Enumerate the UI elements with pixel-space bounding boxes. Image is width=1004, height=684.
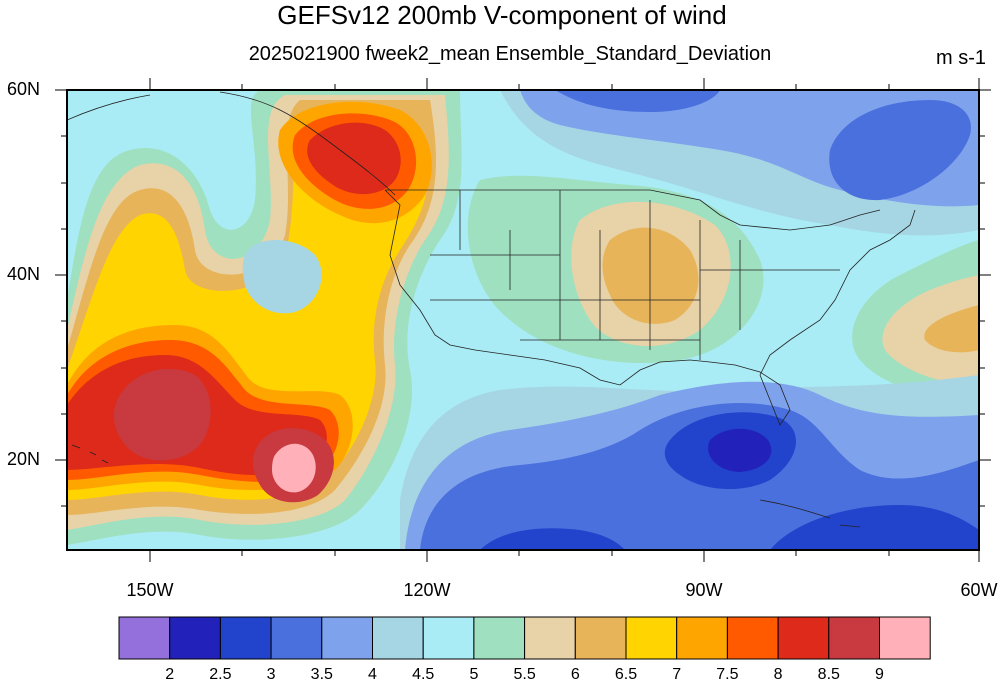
map-subtitle: 2025021900 fweek2_mean Ensemble_Standard… [248, 43, 772, 65]
colorbar-label: 5 [469, 666, 479, 683]
lon-label-90w: 90W [685, 580, 723, 600]
colorbar-label: 7 [672, 666, 682, 683]
colorbar-box [422, 616, 475, 660]
contour-atlantic-65 [924, 305, 979, 353]
colorbar-box [676, 616, 728, 660]
colorbar-label: 8.5 [817, 666, 840, 683]
map-frame [66, 89, 980, 551]
contour-pacific-interior-45 [242, 240, 322, 314]
map-title: GEFSv12 200mb V-component of wind [277, 0, 727, 30]
colorbar-label: 4.5 [412, 666, 435, 683]
colorbar-box [270, 616, 323, 660]
colorbar-box [828, 616, 880, 660]
contour-pacific-9 [113, 368, 211, 461]
colorbar [118, 616, 931, 660]
colorbar-label: 3 [266, 666, 276, 683]
lon-label-150w: 150W [126, 580, 174, 600]
colorbar-box [879, 616, 931, 660]
colorbar-label: 7.5 [716, 666, 739, 683]
contour-northeast-25 [829, 100, 971, 201]
colorbar-box [574, 616, 627, 660]
colorbar-box [777, 616, 830, 660]
colorbar-box [321, 616, 373, 660]
contour-bc-85 [307, 122, 401, 195]
contour-max [272, 443, 316, 493]
colorbar-box [169, 616, 221, 660]
colorbar-label: 3.5 [310, 666, 333, 683]
colorbar-box [372, 616, 424, 660]
colorbar-box [473, 616, 526, 660]
minor-ticks [61, 84, 985, 556]
colorbar-box [524, 616, 576, 660]
lat-label-40n: 40N [6, 264, 40, 284]
lon-label-120w: 120W [403, 580, 451, 600]
colorbar-box [219, 616, 272, 660]
colorbar-box [118, 616, 171, 660]
lat-label-20n: 20N [6, 449, 40, 469]
axis-ticks [55, 78, 991, 562]
contour-caribbean-3 [770, 505, 979, 550]
contour-northeast-3 [555, 90, 720, 112]
colorbar-box [625, 616, 678, 660]
colorbar-box [726, 616, 779, 660]
lat-label-60n: 60N [6, 79, 40, 99]
colorbar-label: 5.5 [513, 666, 536, 683]
colorbar-label: 9 [875, 666, 884, 683]
colorbar-label: 8 [773, 666, 783, 683]
coastlines [67, 91, 916, 528]
colorbar-label: 6 [570, 666, 580, 683]
colorbar-label: 2 [165, 666, 175, 683]
contour-southwest-3 [480, 528, 625, 550]
lon-label-60w: 60W [960, 580, 998, 600]
contour-gulf-25 [708, 428, 772, 472]
units-label: m s-1 [936, 47, 986, 69]
colorbar-label: 6.5 [614, 666, 638, 683]
colorbar-label: 2.5 [209, 666, 232, 683]
colorbar-label: 4 [368, 666, 377, 683]
contour-field [67, 90, 979, 550]
